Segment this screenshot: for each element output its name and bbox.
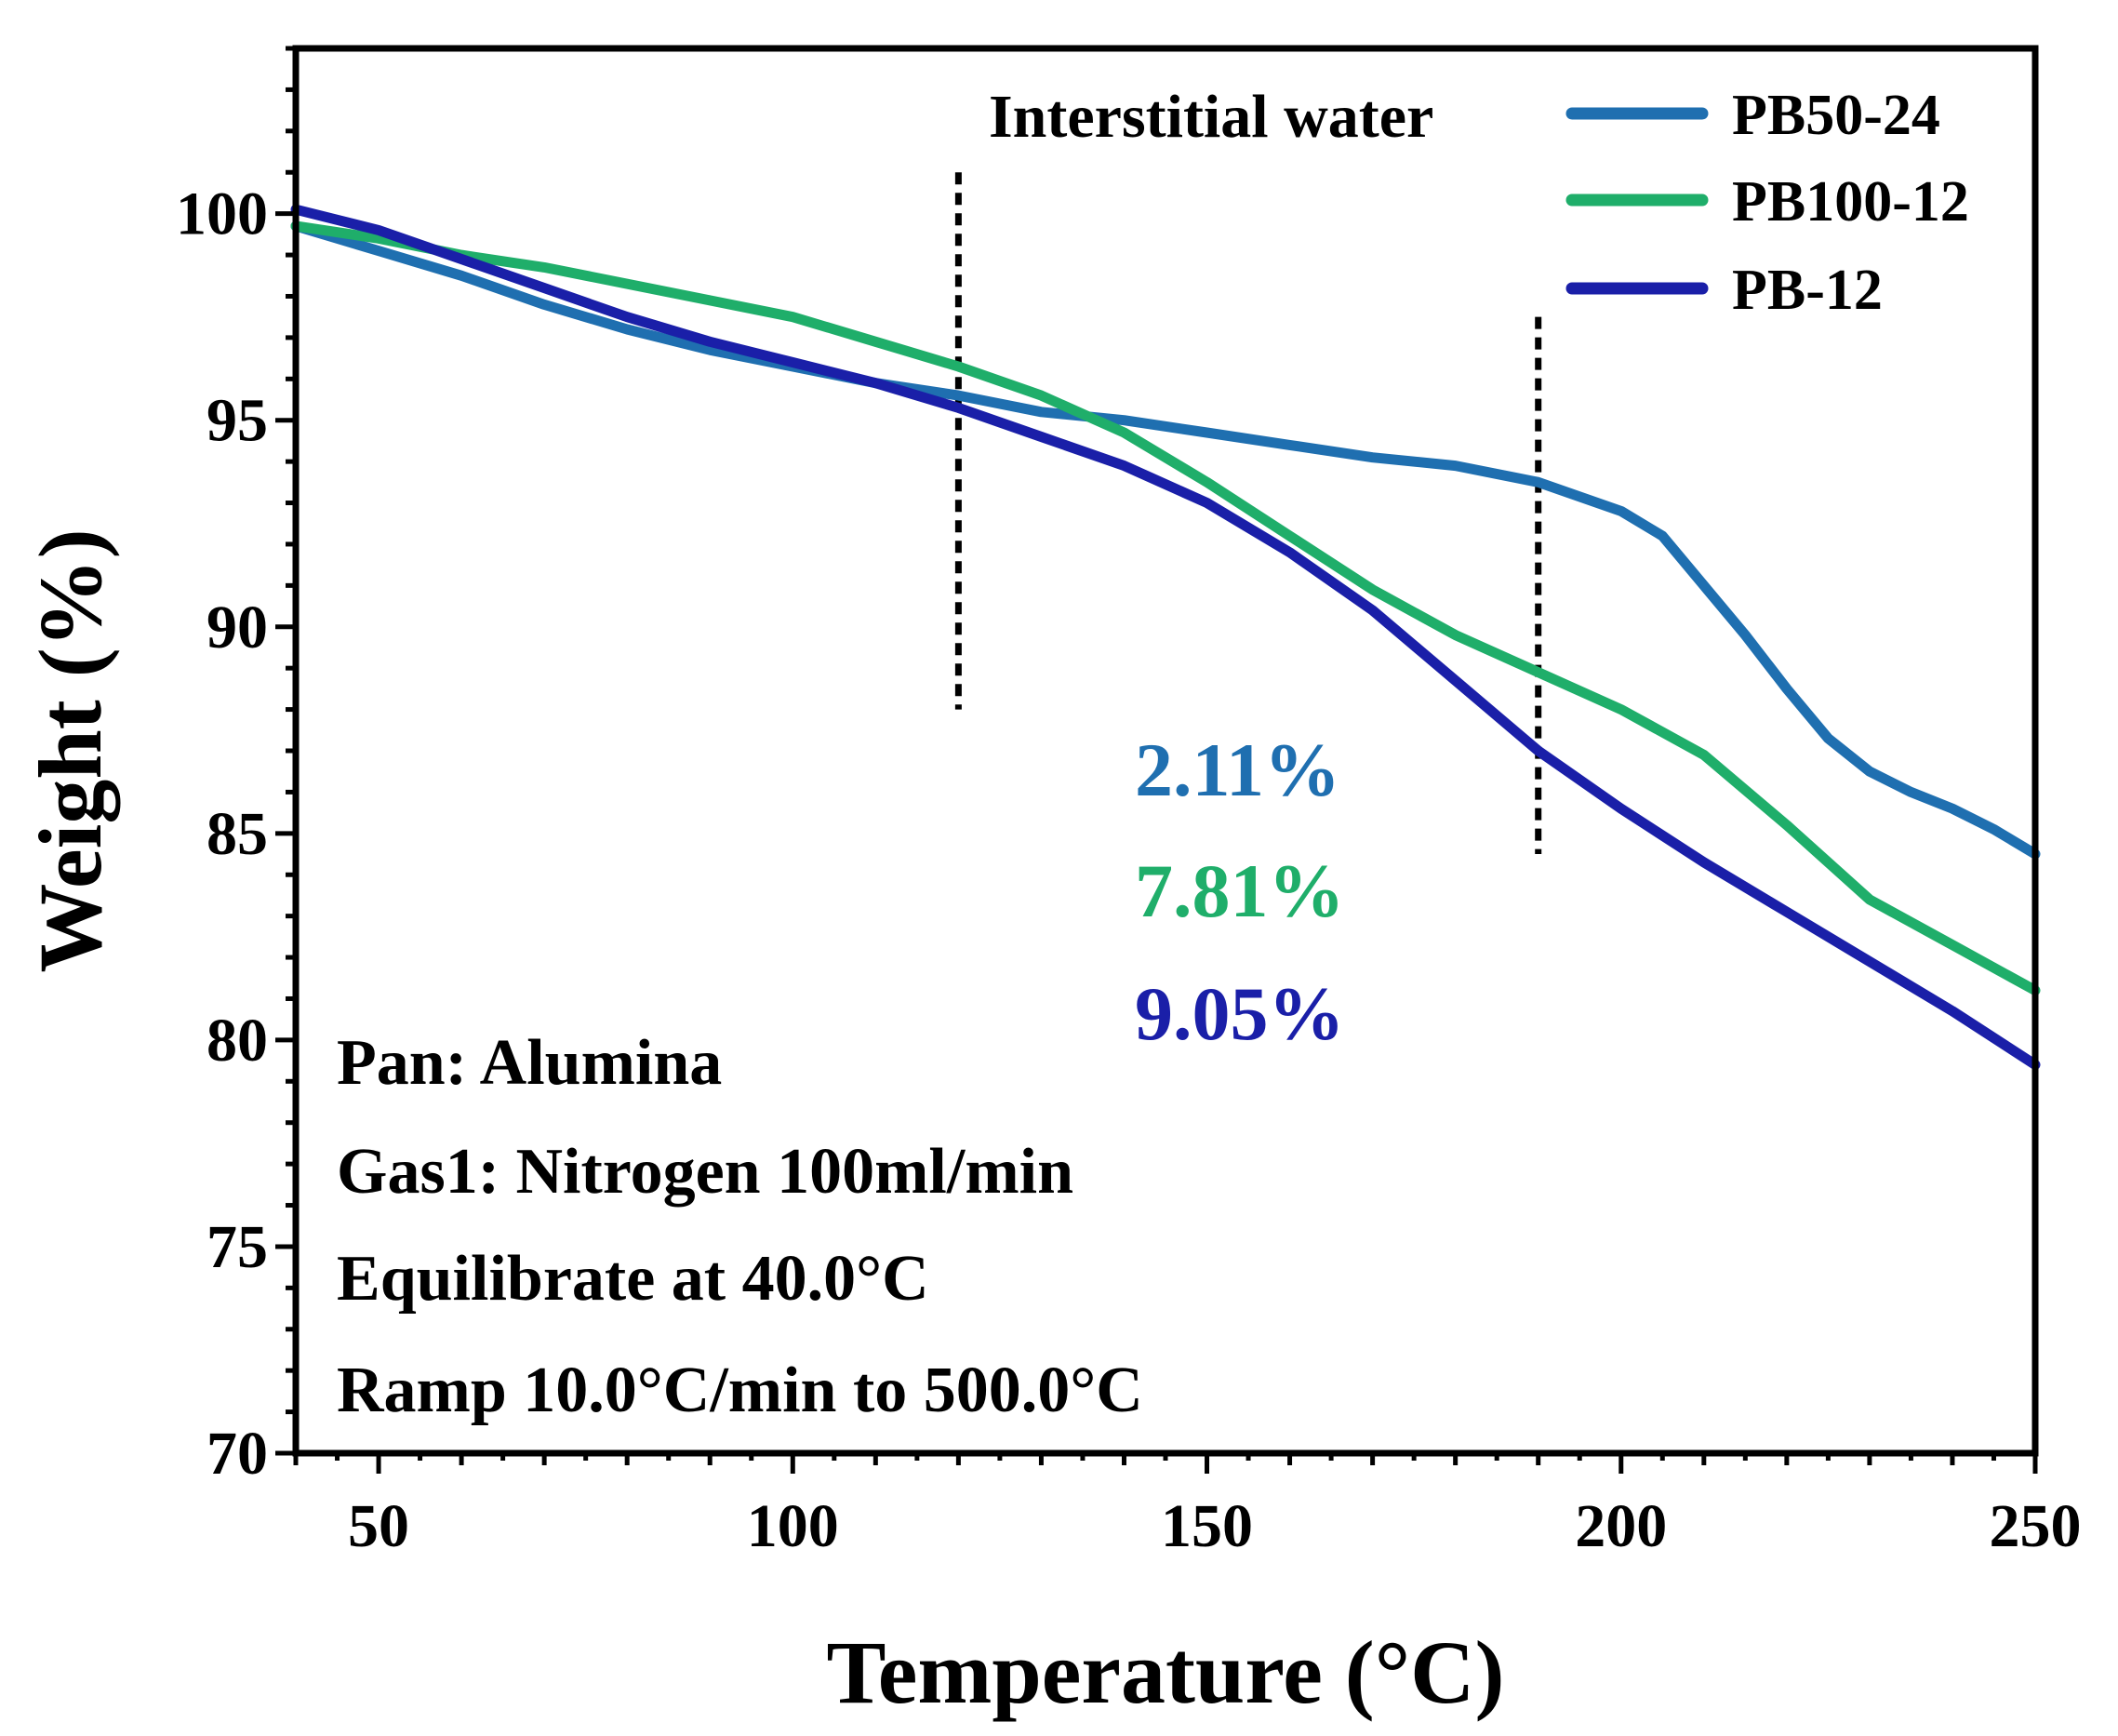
x-axis-title: Temperature (°C)	[827, 1622, 1505, 1722]
y-tick-label: 80	[206, 1007, 268, 1075]
condition-ramp: Ramp 10.0°C/min to 500.0°C	[337, 1355, 1143, 1426]
condition-gas: Gas1: Nitrogen 100ml/min	[337, 1136, 1073, 1208]
vertical-marker-lines	[954, 172, 1542, 855]
condition-equilibrate: Equilibrate at 40.0°C	[337, 1243, 929, 1315]
plot-area	[296, 48, 2035, 1453]
axes: 50 100 150 200 250 70 75 80 85 90 95 100	[176, 45, 2082, 1560]
series-line-pb100-12	[290, 220, 2041, 996]
series-line-pb50-24	[290, 220, 2041, 860]
series-line-pb-12	[290, 204, 2041, 1070]
y-tick-label: 85	[206, 800, 268, 868]
x-tick-label: 50	[348, 1492, 409, 1560]
interstitial-water-label: Interstitial water	[989, 83, 1433, 151]
legend: PB50-24 PB100-12 PB-12	[1565, 84, 1969, 322]
legend-label-pb-12: PB-12	[1732, 259, 1883, 322]
y-tick-label: 75	[206, 1213, 268, 1281]
y-tick-label: 90	[206, 594, 268, 661]
series-layer	[290, 204, 2041, 1070]
pct-label-pb50-24: 2.11%	[1135, 728, 1340, 812]
x-tick-label: 200	[1575, 1492, 1667, 1560]
legend-label-pb100-12: PB100-12	[1732, 170, 1969, 234]
y-tick-label: 100	[176, 180, 268, 248]
y-axis-title: Weight (%)	[20, 528, 120, 972]
y-tick-label: 95	[206, 387, 268, 455]
legend-label-pb50-24: PB50-24	[1732, 84, 1940, 147]
pct-label-pb-12: 9.05%	[1135, 971, 1345, 1056]
x-tick-label: 100	[747, 1492, 839, 1560]
pct-label-pb100-12: 7.81%	[1135, 848, 1345, 933]
condition-pan: Pan: Alumina	[337, 1027, 722, 1099]
x-tick-label: 150	[1161, 1492, 1253, 1560]
y-tick-label: 70	[206, 1420, 268, 1488]
x-tick-label: 250	[1990, 1492, 2082, 1560]
